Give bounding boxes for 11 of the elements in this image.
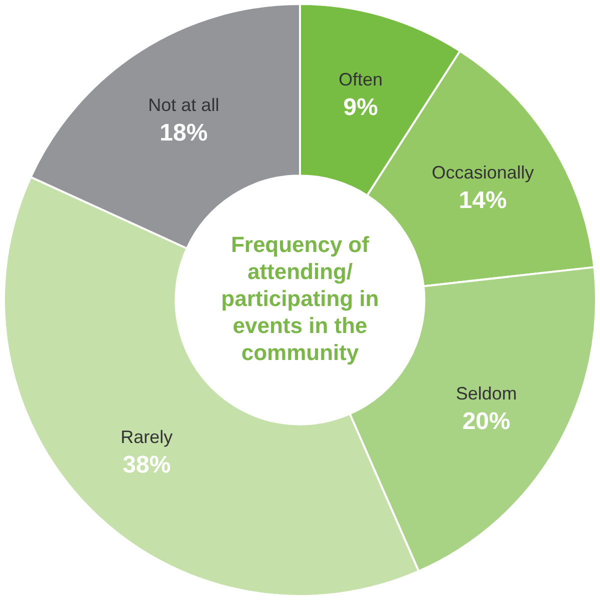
data-label: 14% [458, 187, 507, 214]
slice-label: Not at all [148, 94, 220, 115]
text: Frequency of attending/ participating in events in the community [221, 232, 379, 366]
data-label: 38% [122, 452, 171, 479]
slice-label: Rarely [120, 426, 173, 447]
slice-label: Seldom [456, 384, 517, 404]
data-label: 9% [343, 94, 378, 122]
slice-label: Occasionally [432, 162, 534, 183]
data-label: 18% [160, 120, 208, 147]
slice-label: Often [338, 70, 383, 90]
data-label: 20% [462, 408, 510, 436]
